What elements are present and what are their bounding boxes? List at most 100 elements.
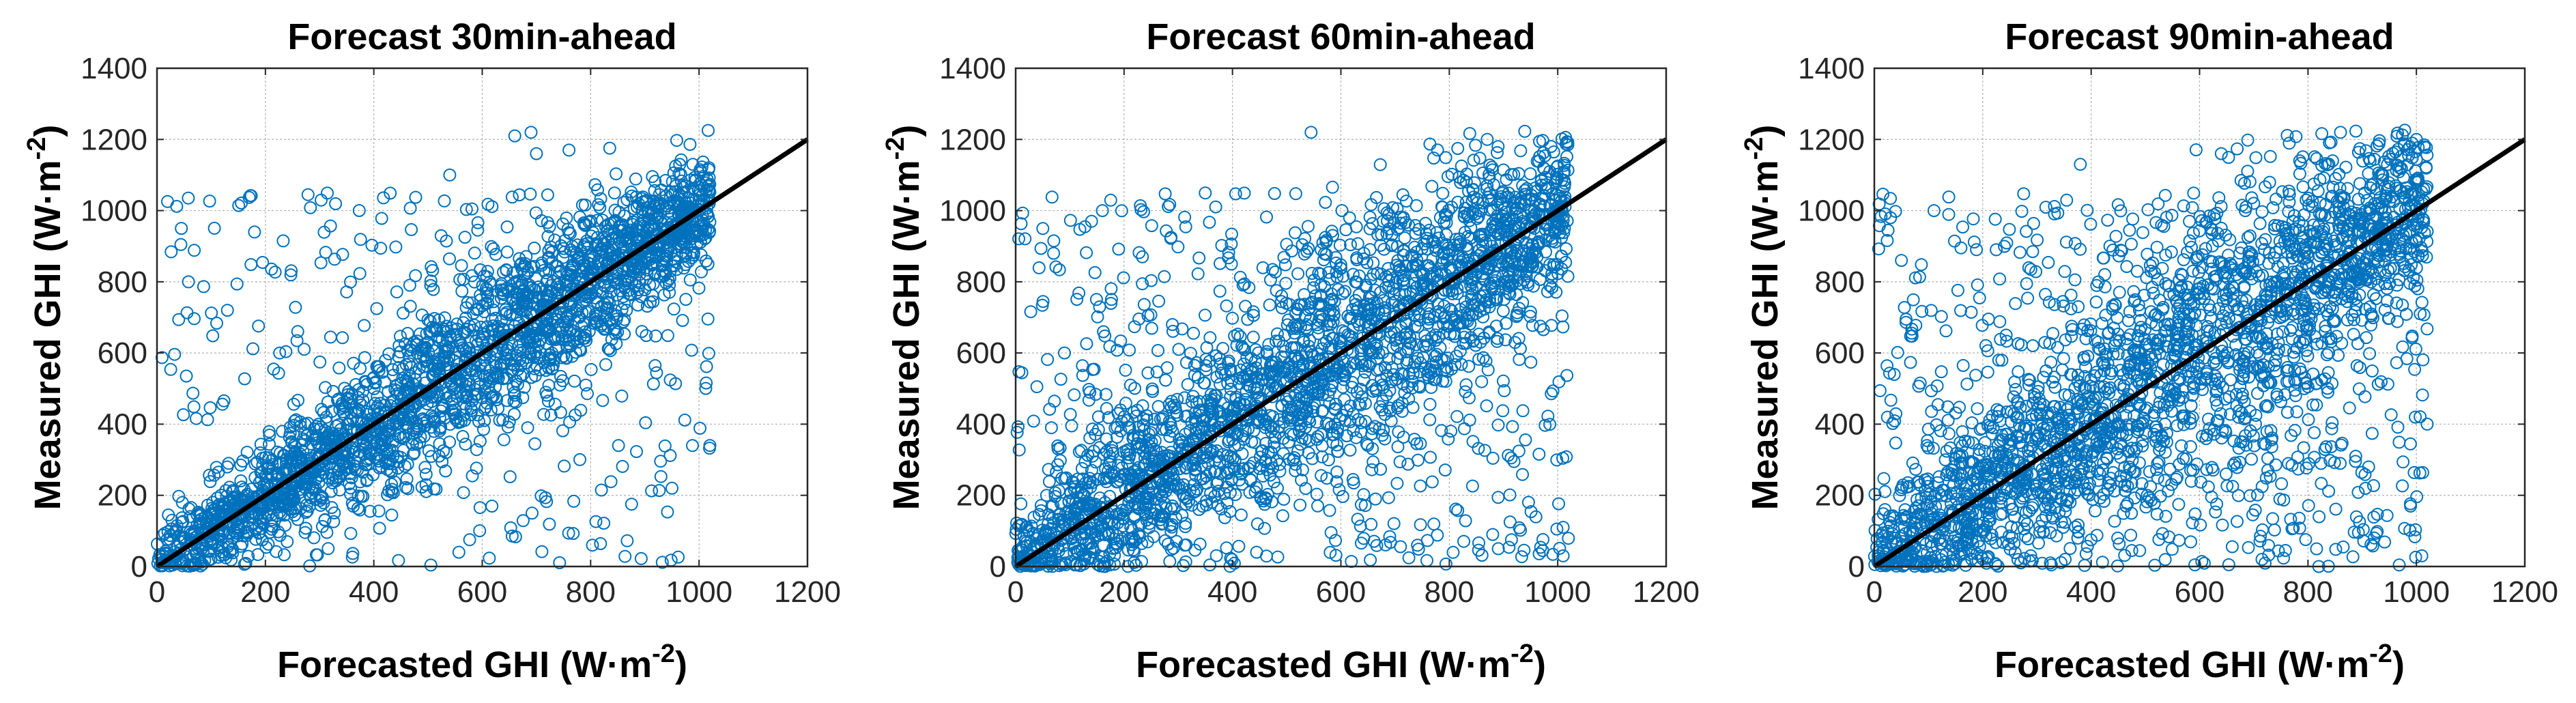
data-point bbox=[1104, 293, 1118, 306]
data-point bbox=[1512, 444, 1526, 458]
data-point bbox=[432, 313, 446, 327]
data-point bbox=[1523, 305, 1537, 319]
data-point bbox=[352, 204, 366, 217]
data-point bbox=[256, 256, 270, 269]
data-point bbox=[422, 444, 435, 457]
data-point bbox=[1324, 526, 1338, 539]
data-point bbox=[1518, 188, 1532, 201]
data-point bbox=[1457, 330, 1471, 344]
data-point bbox=[1350, 276, 1364, 289]
data-point bbox=[646, 170, 659, 184]
data-point bbox=[1330, 465, 1344, 479]
data-point bbox=[238, 372, 251, 386]
data-point bbox=[1237, 277, 1251, 291]
data-point bbox=[581, 387, 594, 401]
data-point bbox=[540, 325, 553, 339]
data-point bbox=[1457, 534, 1470, 548]
data-point bbox=[1175, 322, 1189, 336]
data-point bbox=[674, 174, 688, 188]
data-point bbox=[631, 233, 644, 247]
data-point bbox=[397, 306, 410, 320]
data-point bbox=[206, 329, 220, 343]
data-point bbox=[1423, 261, 1437, 275]
data-point bbox=[489, 390, 502, 404]
data-point bbox=[210, 461, 223, 474]
data-point bbox=[648, 212, 661, 225]
data-point bbox=[1553, 541, 1566, 555]
data-point bbox=[625, 276, 638, 289]
data-point bbox=[1296, 463, 1309, 476]
data-point bbox=[1326, 435, 1340, 449]
x-tick-label: 800 bbox=[566, 575, 616, 609]
data-point bbox=[1179, 498, 1193, 511]
data-point bbox=[1454, 238, 1467, 251]
data-point bbox=[1326, 180, 1339, 194]
data-point bbox=[1503, 515, 1517, 529]
data-point bbox=[534, 214, 548, 227]
data-point bbox=[1063, 214, 1077, 227]
data-point bbox=[469, 364, 483, 377]
data-point bbox=[493, 414, 506, 427]
data-point bbox=[1291, 267, 1305, 281]
data-point bbox=[1472, 536, 1485, 549]
data-point bbox=[466, 469, 479, 483]
data-point bbox=[500, 263, 513, 277]
data-point bbox=[1260, 345, 1274, 358]
data-point bbox=[458, 397, 472, 411]
data-point bbox=[604, 316, 618, 330]
data-point bbox=[1315, 405, 1329, 418]
data-point bbox=[203, 195, 216, 208]
data-point bbox=[1198, 376, 1212, 390]
data-point bbox=[1203, 558, 1216, 572]
data-point bbox=[397, 444, 410, 457]
data-point bbox=[1139, 508, 1153, 521]
data-point bbox=[203, 401, 217, 414]
data-point bbox=[1321, 388, 1335, 402]
data-point bbox=[1466, 183, 1480, 196]
data-point bbox=[1315, 342, 1329, 356]
data-point bbox=[1263, 298, 1276, 312]
data-point bbox=[635, 325, 648, 339]
data-point bbox=[1057, 539, 1070, 552]
data-point bbox=[1423, 137, 1437, 151]
data-point bbox=[1053, 263, 1066, 276]
data-point bbox=[1229, 392, 1243, 406]
data-point bbox=[1041, 353, 1055, 367]
data-point bbox=[1506, 420, 1519, 433]
data-point bbox=[508, 276, 521, 289]
data-point bbox=[1491, 418, 1505, 432]
data-point bbox=[701, 257, 715, 271]
data-point bbox=[605, 247, 618, 261]
data-point bbox=[695, 265, 708, 278]
data-point bbox=[685, 343, 698, 357]
data-point bbox=[1442, 432, 1455, 446]
data-point bbox=[659, 173, 672, 187]
data-point bbox=[471, 337, 485, 351]
data-point bbox=[1160, 224, 1173, 238]
data-point bbox=[1504, 451, 1518, 465]
data-point bbox=[674, 167, 687, 181]
data-point bbox=[1414, 356, 1427, 370]
data-point bbox=[1220, 299, 1233, 313]
data-point bbox=[443, 252, 456, 266]
data-point bbox=[1156, 412, 1169, 425]
data-point bbox=[318, 513, 332, 527]
data-point bbox=[540, 495, 554, 508]
data-point bbox=[679, 293, 693, 306]
data-point bbox=[500, 371, 513, 385]
data-point bbox=[1137, 298, 1151, 311]
data-point bbox=[1264, 418, 1278, 432]
data-point bbox=[1475, 375, 1489, 388]
data-point bbox=[470, 461, 483, 475]
data-point bbox=[1517, 543, 1531, 557]
data-point bbox=[1469, 139, 1483, 152]
data-point bbox=[478, 402, 491, 416]
data-point bbox=[1491, 542, 1505, 556]
data-point bbox=[511, 349, 524, 362]
data-point bbox=[562, 143, 576, 157]
data-point bbox=[1346, 321, 1360, 335]
data-point bbox=[175, 222, 188, 235]
data-point bbox=[587, 250, 601, 263]
data-point bbox=[1368, 420, 1382, 433]
data-point bbox=[289, 300, 302, 314]
